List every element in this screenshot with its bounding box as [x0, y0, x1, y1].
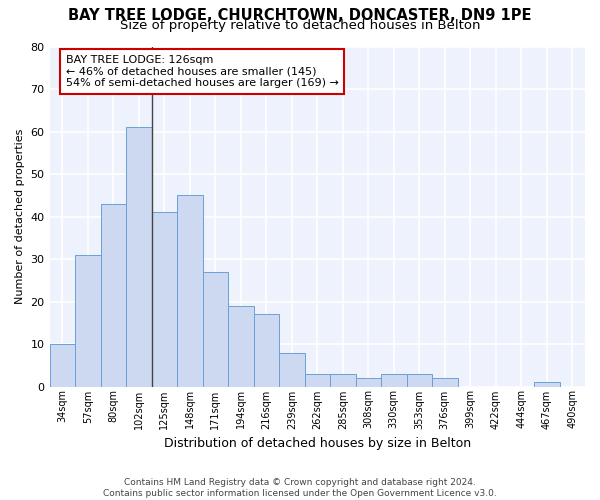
Bar	[152, 212, 177, 386]
Bar	[356, 378, 381, 386]
Bar	[228, 306, 254, 386]
Bar	[126, 128, 152, 386]
Bar	[407, 374, 432, 386]
Bar	[279, 352, 305, 386]
Bar	[432, 378, 458, 386]
Y-axis label: Number of detached properties: Number of detached properties	[15, 129, 25, 304]
Bar	[534, 382, 560, 386]
X-axis label: Distribution of detached houses by size in Belton: Distribution of detached houses by size …	[164, 437, 471, 450]
Text: Contains HM Land Registry data © Crown copyright and database right 2024.
Contai: Contains HM Land Registry data © Crown c…	[103, 478, 497, 498]
Bar	[177, 196, 203, 386]
Text: Size of property relative to detached houses in Belton: Size of property relative to detached ho…	[120, 19, 480, 32]
Bar	[254, 314, 279, 386]
Bar	[305, 374, 330, 386]
Bar	[75, 255, 101, 386]
Bar	[381, 374, 407, 386]
Bar	[50, 344, 75, 387]
Bar	[101, 204, 126, 386]
Text: BAY TREE LODGE: 126sqm
← 46% of detached houses are smaller (145)
54% of semi-de: BAY TREE LODGE: 126sqm ← 46% of detached…	[65, 55, 338, 88]
Bar	[330, 374, 356, 386]
Bar	[203, 272, 228, 386]
Text: BAY TREE LODGE, CHURCHTOWN, DONCASTER, DN9 1PE: BAY TREE LODGE, CHURCHTOWN, DONCASTER, D…	[68, 8, 532, 22]
